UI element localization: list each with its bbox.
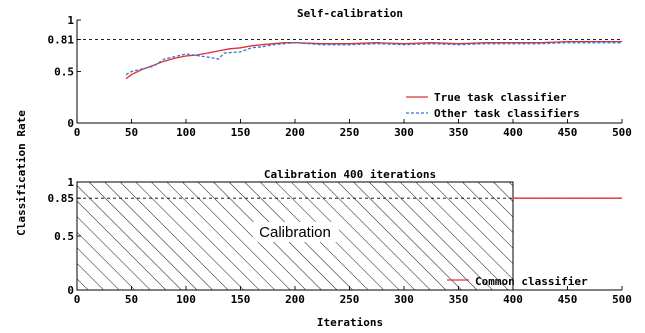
x-tick-label: 450 (558, 126, 578, 139)
panel-self-calibration: Self-calibration 0 50 100 150 200 250 300 350 40… (48, 7, 632, 139)
legend: True task classifier Other task classifi… (406, 91, 580, 120)
y-tick-label: 1 (67, 176, 74, 189)
chart-title: Calibration 400 iterations (264, 168, 436, 181)
x-tick-label: 150 (231, 293, 251, 306)
y-tick-label: 0.5 (54, 230, 74, 243)
y-tick-labels: 0 0.5 0.85 1 (48, 176, 81, 297)
region-label: Calibration (259, 224, 331, 241)
y-tick-label: 0.81 (48, 34, 75, 47)
x-tick-label: 400 (503, 293, 523, 306)
panel-calibration-400: Calibration 400 iterations Calibration 0… (48, 168, 632, 306)
chart-title: Self-calibration (297, 7, 403, 20)
x-tick-label: 50 (125, 126, 138, 139)
calibration-region: Calibration (76, 181, 514, 291)
series-line-0 (125, 40, 622, 80)
y-tick-labels: 0 0.5 0.81 1 (48, 14, 81, 130)
x-tick-labels: 0 50 100 150 200 250 300 350 400 450 500 (74, 119, 632, 139)
x-tick-label: 300 (394, 293, 414, 306)
legend-label-true-task: True task classifier (434, 91, 567, 104)
y-tick-label: 1 (67, 14, 74, 27)
x-tick-label: 250 (340, 126, 360, 139)
x-tick-label: 450 (558, 293, 578, 306)
x-tick-label: 100 (176, 293, 196, 306)
x-tick-labels: 0 50 100 150 200 250 300 350 400 450 500 (74, 286, 632, 306)
y-tick-label: 0.85 (48, 192, 75, 205)
region-label-background (253, 222, 339, 242)
x-tick-label: 500 (612, 293, 632, 306)
x-tick-label: 500 (612, 126, 632, 139)
x-tick-label: 350 (449, 126, 469, 139)
x-tick-label: 100 (176, 126, 196, 139)
x-tick-label: 200 (285, 293, 305, 306)
legend-label-common: Common classifier (475, 275, 588, 288)
y-axis-label: Classification Rate (15, 110, 28, 236)
y-tick-label: 0.5 (54, 66, 74, 79)
y-tick-label: 0 (67, 117, 74, 130)
x-tick-label: 150 (231, 126, 251, 139)
series-line-1 (125, 42, 622, 76)
x-tick-label: 400 (503, 126, 523, 139)
x-tick-label: 0 (74, 293, 81, 306)
x-tick-label: 50 (125, 293, 138, 306)
x-tick-label: 200 (285, 126, 305, 139)
legend: Common classifier (447, 275, 588, 288)
x-tick-label: 350 (449, 293, 469, 306)
x-tick-label: 250 (340, 293, 360, 306)
x-axis-label: Iterations (317, 316, 383, 329)
x-tick-label: 0 (74, 126, 81, 139)
series-group (125, 40, 622, 80)
legend-label-other-tasks: Other task classifiers (434, 107, 580, 120)
y-tick-label: 0 (67, 284, 74, 297)
x-tick-label: 300 (394, 126, 414, 139)
